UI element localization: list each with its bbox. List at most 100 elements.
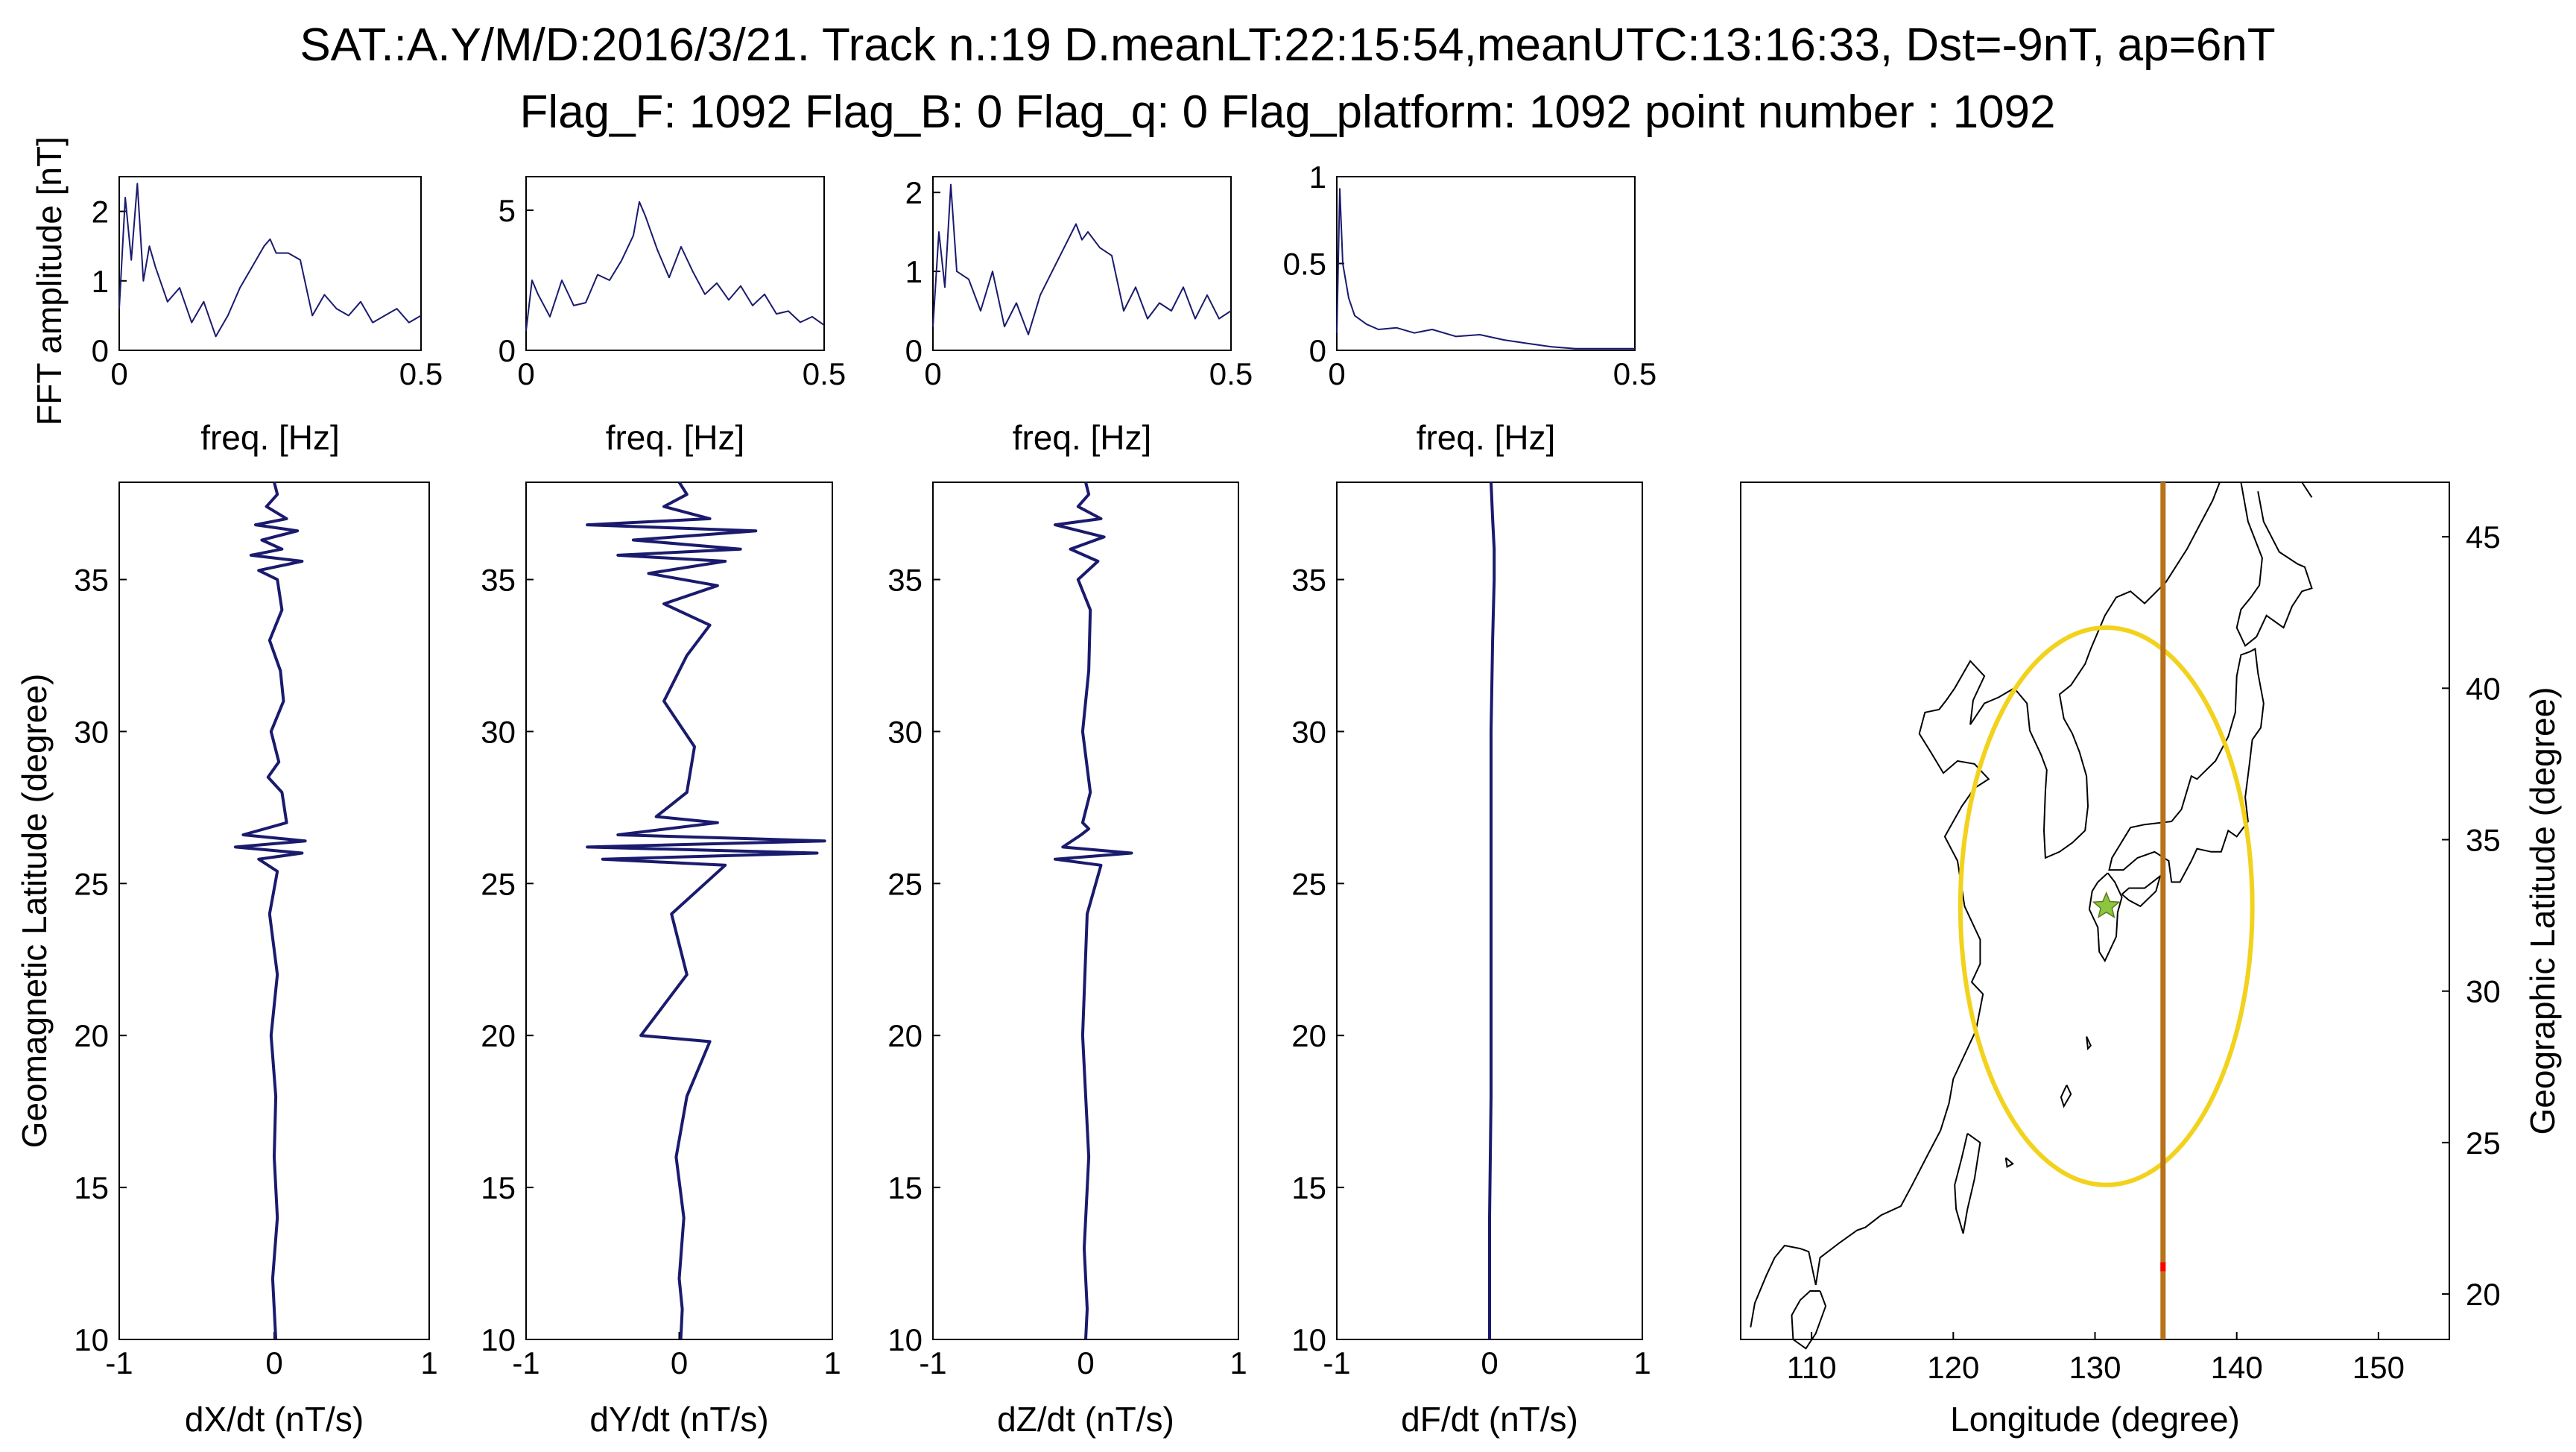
panel-fft-f — [1336, 176, 1636, 351]
y-tick-label: 20 — [1291, 1018, 1326, 1053]
y-tick-label: 0 — [1309, 333, 1326, 368]
ts-f-series-line — [1488, 482, 1496, 1339]
coastline — [2086, 1036, 2092, 1051]
x-tick-label: -1 — [1323, 1345, 1350, 1380]
coastline — [2060, 1085, 2072, 1108]
y-tick-label: 10 — [1291, 1322, 1326, 1357]
panel-fft-x — [118, 176, 422, 351]
x-axis-label: freq. [Hz] — [200, 418, 340, 457]
y-axis-label: Geomagnetic Latitude (degree) — [15, 674, 54, 1149]
coastline — [2013, 482, 2221, 859]
y-tick-label: 40 — [2466, 671, 2501, 706]
panel-ts-f — [1336, 482, 1643, 1340]
y-tick-label: 35 — [74, 562, 109, 597]
x-tick-label: 0 — [110, 356, 127, 391]
x-tick-label: 0.5 — [399, 356, 443, 391]
y-tick-label: 20 — [887, 1018, 923, 1053]
x-tick-label: -1 — [919, 1345, 946, 1380]
fft-f-axes-box — [1336, 176, 1636, 351]
coastline — [2121, 874, 2162, 908]
y-tick-label: 0 — [905, 333, 923, 368]
fft-y-axes-box — [525, 176, 825, 351]
y-tick-label: 30 — [74, 714, 109, 749]
y-tick-label: 35 — [887, 562, 923, 597]
x-axis-label: freq. [Hz] — [1417, 418, 1556, 457]
y-tick-label: 25 — [1291, 866, 1326, 901]
coastline — [2108, 647, 2265, 883]
y-tick-label: 35 — [481, 562, 516, 597]
x-tick-label: 120 — [1927, 1350, 1979, 1385]
y-tick-label: 2 — [905, 175, 923, 210]
x-tick-label: 0 — [265, 1345, 282, 1380]
y-tick-label: 30 — [481, 714, 516, 749]
y-axis-label: FFT amplitude [nT] — [30, 136, 69, 426]
x-axis-label: Longitude (degree) — [1950, 1400, 2240, 1439]
x-tick-label: 1 — [1230, 1345, 1247, 1380]
y-tick-label: 0 — [92, 333, 109, 368]
y-tick-label: 15 — [1291, 1170, 1326, 1205]
x-tick-label: 0.5 — [803, 356, 846, 391]
y-tick-label: 35 — [2466, 823, 2501, 858]
y-tick-label: 20 — [2466, 1277, 2501, 1312]
fft-z-axes-box — [932, 176, 1232, 351]
coastline — [1954, 1132, 1981, 1234]
panel-ts-y — [525, 481, 833, 1340]
y-tick-label: 30 — [887, 714, 923, 749]
map-axes-box — [1740, 482, 2450, 1340]
x-tick-label: 0 — [1328, 356, 1345, 391]
x-tick-label: 0 — [924, 356, 941, 391]
coastline — [1750, 660, 2015, 1328]
y-tick-label: 25 — [481, 866, 516, 901]
y-tick-label: 25 — [887, 866, 923, 901]
ts-y-series-line — [586, 481, 826, 1340]
ts-z-series-line — [1054, 482, 1133, 1340]
panel-fft-z — [932, 176, 1232, 351]
ts-x-series-line — [234, 482, 307, 1340]
y-tick-label: 10 — [481, 1322, 516, 1357]
x-tick-label: 1 — [1633, 1345, 1651, 1380]
x-axis-label: dX/dt (nT/s) — [185, 1400, 364, 1439]
x-tick-label: 1 — [420, 1345, 437, 1380]
y-tick-label: 35 — [1291, 562, 1326, 597]
x-tick-label: 0.5 — [1613, 356, 1656, 391]
y-axis-label: Geographic Latitude (degree) — [2523, 687, 2562, 1135]
x-tick-label: -1 — [512, 1345, 539, 1380]
x-tick-label: 0 — [1077, 1345, 1094, 1380]
x-tick-label: 140 — [2211, 1350, 2263, 1385]
coastline — [2004, 1157, 2014, 1168]
x-tick-label: 0 — [671, 1345, 688, 1380]
panel-ts-x — [118, 482, 430, 1340]
x-tick-label: 130 — [2069, 1350, 2121, 1385]
coastline — [2088, 872, 2123, 963]
fft-f-series-line — [1336, 188, 1635, 350]
x-axis-label: freq. [Hz] — [606, 418, 745, 457]
fft-x-axes-box — [118, 176, 422, 351]
fft-x-series-line — [118, 183, 422, 338]
panel-map — [1740, 482, 2450, 1350]
y-tick-label: 20 — [74, 1018, 109, 1053]
title-line-2: Flag_F: 1092 Flag_B: 0 Flag_q: 0 Flag_pl… — [519, 86, 2055, 138]
x-tick-label: 0 — [1481, 1345, 1498, 1380]
y-tick-label: 0 — [499, 333, 516, 368]
x-tick-label: 1 — [823, 1345, 841, 1380]
coastline — [1791, 1290, 1827, 1350]
x-axis-label: dZ/dt (nT/s) — [997, 1400, 1174, 1439]
y-tick-label: 25 — [74, 866, 109, 901]
ts-x-axes-box — [118, 482, 430, 1340]
y-tick-label: 25 — [2466, 1126, 2501, 1161]
title-line-1: SAT.:A.Y/M/D:2016/3/21. Track n.:19 D.me… — [300, 19, 2275, 71]
x-tick-label: 110 — [1787, 1350, 1837, 1385]
y-tick-label: 5 — [499, 193, 516, 228]
influence-circle — [1958, 625, 2255, 1187]
y-tick-label: 45 — [2466, 520, 2501, 555]
x-tick-label: 0 — [517, 356, 534, 391]
y-tick-label: 10 — [74, 1322, 109, 1357]
y-tick-label: 2 — [92, 195, 109, 230]
panel-fft-y — [525, 176, 825, 351]
y-tick-label: 30 — [1291, 714, 1326, 749]
panel-ts-z — [932, 482, 1239, 1340]
y-tick-label: 0.5 — [1283, 247, 1326, 282]
x-tick-label: -1 — [105, 1345, 133, 1380]
x-axis-label: dF/dt (nT/s) — [1401, 1400, 1578, 1439]
